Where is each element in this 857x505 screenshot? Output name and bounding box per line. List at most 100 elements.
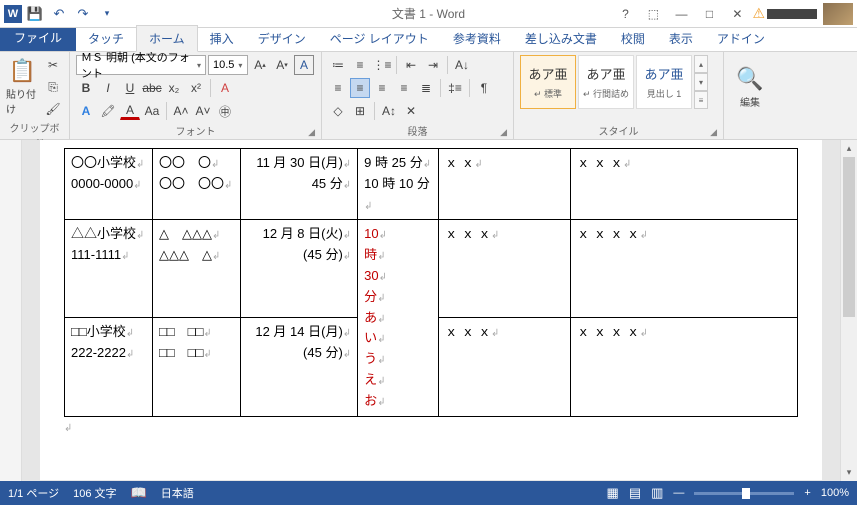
web-layout-icon[interactable]: ▥: [651, 485, 663, 501]
help-icon[interactable]: ?: [612, 3, 638, 25]
bullets-icon[interactable]: ≔: [328, 55, 348, 75]
style-nospace[interactable]: あア亜 ↵ 行間詰め: [578, 55, 634, 109]
minimize-icon[interactable]: —: [668, 3, 694, 25]
show-marks-icon[interactable]: ¶: [474, 78, 494, 98]
borders-icon[interactable]: ⊞: [350, 101, 370, 121]
table-cell[interactable]: □□ □□↲□□ □□↲: [152, 318, 240, 416]
zoom-slider[interactable]: [694, 492, 794, 495]
increase-indent-icon[interactable]: ⇥: [423, 55, 443, 75]
table-cell[interactable]: ｘ ｘ ｘ↲: [570, 149, 797, 220]
table-cell[interactable]: 10↲時↲30↲分↲あ↲い↲う↲え↲お↲: [358, 220, 439, 416]
undo-icon[interactable]: ↶: [48, 3, 70, 25]
subscript-icon[interactable]: x₂: [164, 78, 184, 98]
table-cell[interactable]: ｘ ｘ ｘ↲: [438, 318, 570, 416]
table-cell[interactable]: 9 時 25 分↲10 時 10 分↲: [358, 149, 439, 220]
grow-font-icon[interactable]: A▴: [250, 55, 270, 75]
tab-addins[interactable]: アドイン: [705, 26, 777, 51]
table-cell[interactable]: 〇〇 〇↲〇〇 〇〇↲: [152, 149, 240, 220]
close-icon[interactable]: ✕: [724, 3, 750, 25]
bold-icon[interactable]: B: [76, 78, 96, 98]
table-cell[interactable]: □□小学校↲222-2222↲: [65, 318, 153, 416]
table-cell[interactable]: △ △△△↲△△△ △↲: [152, 220, 240, 318]
copy-icon[interactable]: ⎘: [43, 77, 63, 97]
vertical-scrollbar[interactable]: ▴ ▾: [840, 140, 857, 481]
enclose-icon[interactable]: ㊥: [215, 101, 235, 121]
zoom-in-icon[interactable]: +: [804, 487, 810, 499]
distribute-icon[interactable]: ≣: [416, 78, 436, 98]
clear-format-icon[interactable]: A: [215, 78, 235, 98]
table-cell[interactable]: 〇〇小学校↲0000-0000↲: [65, 149, 153, 220]
document-scroll[interactable]: 〇〇小学校↲0000-0000↲〇〇 〇↲〇〇 〇〇↲11 月 30 日(月)↲…: [22, 140, 840, 481]
style-heading1[interactable]: あア亜 見出し 1: [636, 55, 692, 109]
underline-icon[interactable]: U: [120, 78, 140, 98]
phonetic-icon[interactable]: A: [294, 55, 314, 75]
style-expand-icon[interactable]: ≡: [694, 91, 708, 109]
print-layout-icon[interactable]: ▤: [629, 485, 641, 501]
warning-icon[interactable]: ⚠: [752, 5, 765, 22]
table-cell[interactable]: ｘ ｘ ｘ↲: [438, 220, 570, 318]
launcher-icon[interactable]: ◢: [500, 127, 507, 138]
tab-review[interactable]: 校閲: [609, 26, 657, 51]
tab-references[interactable]: 参考資料: [441, 26, 513, 51]
tab-insert[interactable]: 挿入: [198, 26, 246, 51]
page[interactable]: 〇〇小学校↲0000-0000↲〇〇 〇↲〇〇 〇〇↲11 月 30 日(月)↲…: [40, 140, 822, 480]
tab-touch[interactable]: タッチ: [76, 26, 136, 51]
text-direction-icon[interactable]: A↕: [379, 101, 399, 121]
tab-file[interactable]: ファイル: [0, 24, 76, 51]
table-cell[interactable]: 12 月 8 日(火)↲(45 分)↲: [240, 220, 357, 318]
tab-home[interactable]: ホーム: [136, 25, 198, 52]
qat-dropdown-icon[interactable]: ▾: [96, 3, 118, 25]
numbering-icon[interactable]: ≡: [350, 55, 370, 75]
format-painter-icon[interactable]: 🖌: [43, 99, 63, 119]
scroll-up-icon[interactable]: ▴: [841, 140, 857, 157]
sort-icon[interactable]: A↓: [452, 55, 472, 75]
scroll-down-icon[interactable]: ▾: [841, 464, 857, 481]
align-right-icon[interactable]: ≡: [372, 78, 392, 98]
zoom-out-icon[interactable]: —: [673, 487, 684, 499]
paste-button[interactable]: 📋 貼り付け: [6, 55, 39, 119]
zoom-level[interactable]: 100%: [821, 487, 849, 499]
table-cell[interactable]: 12 月 14 日(月)↲(45 分)↲: [240, 318, 357, 416]
asian-icon[interactable]: ✕: [401, 101, 421, 121]
maximize-icon[interactable]: □: [696, 3, 722, 25]
save-icon[interactable]: 💾: [24, 3, 46, 25]
tab-mailings[interactable]: 差し込み文書: [513, 26, 609, 51]
table-cell[interactable]: ｘ ｘ ｘ ｘ↲: [570, 220, 797, 318]
strike-icon[interactable]: abc: [142, 78, 162, 98]
scroll-thumb[interactable]: [843, 157, 855, 317]
table-cell[interactable]: ｘ ｘ↲: [438, 149, 570, 220]
spellcheck-icon[interactable]: 📖: [131, 485, 147, 501]
shading-icon[interactable]: ◇: [328, 101, 348, 121]
tab-view[interactable]: 表示: [657, 26, 705, 51]
read-mode-icon[interactable]: ▦: [607, 485, 619, 501]
italic-icon[interactable]: I: [98, 78, 118, 98]
font-name-combo[interactable]: ＭＳ 明朝 (本文のフォント▾: [76, 55, 206, 75]
align-center-icon[interactable]: ≡: [350, 78, 370, 98]
table-cell[interactable]: ｘ ｘ ｘ ｘ↲: [570, 318, 797, 416]
superscript-icon[interactable]: x²: [186, 78, 206, 98]
change-case-icon[interactable]: Aa: [142, 101, 162, 121]
tab-design[interactable]: デザイン: [246, 26, 318, 51]
line-spacing-icon[interactable]: ‡≡: [445, 78, 465, 98]
decrease-indent-icon[interactable]: ⇤: [401, 55, 421, 75]
table-cell[interactable]: △△小学校↲111-1111↲: [65, 220, 153, 318]
align-left-icon[interactable]: ≡: [328, 78, 348, 98]
status-page[interactable]: 1/1 ページ: [8, 485, 59, 501]
highlight-icon[interactable]: 🖍: [98, 101, 118, 121]
status-words[interactable]: 106 文字: [73, 485, 116, 501]
font-color-icon[interactable]: A: [120, 103, 140, 120]
shrink-font-icon[interactable]: A▾: [272, 55, 292, 75]
tab-layout[interactable]: ページ レイアウト: [318, 26, 441, 51]
cut-icon[interactable]: ✂: [43, 55, 63, 75]
launcher-icon[interactable]: ◢: [710, 127, 717, 138]
grow-icon[interactable]: A˄: [171, 101, 191, 121]
multilevel-icon[interactable]: ⋮≡: [372, 55, 392, 75]
redo-icon[interactable]: ↷: [72, 3, 94, 25]
find-button[interactable]: 🔍 編集: [730, 55, 770, 119]
shrink-icon[interactable]: A˅: [193, 101, 213, 121]
text-effects-icon[interactable]: A: [76, 101, 96, 121]
style-scroll-up-icon[interactable]: ▴: [694, 55, 708, 73]
style-scroll-down-icon[interactable]: ▾: [694, 73, 708, 91]
status-language[interactable]: 日本語: [161, 485, 194, 501]
launcher-icon[interactable]: ◢: [308, 127, 315, 138]
